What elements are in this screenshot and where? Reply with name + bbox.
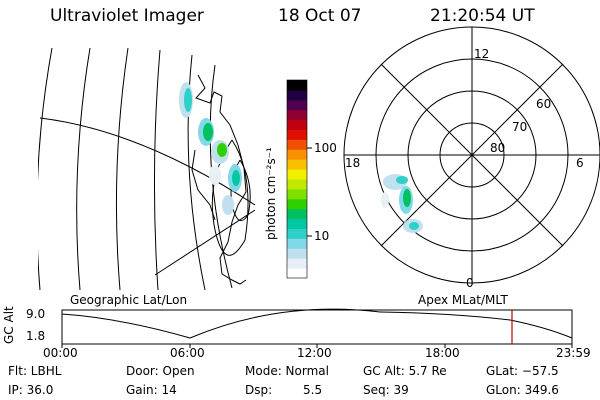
polar-axis-diagonal — [380, 63, 564, 247]
aurora-emission — [179, 82, 242, 215]
map-meridian-line — [38, 47, 53, 290]
seq-status: Seq: 39 — [363, 383, 409, 397]
gain-status: Gain: 14 — [126, 383, 177, 397]
geographic-map — [38, 47, 256, 290]
polar-aurora-emission — [381, 174, 423, 233]
colorbar — [286, 79, 312, 279]
glon-status: GLon: 349.6 — [486, 383, 559, 397]
door-status: Door: Open — [126, 364, 195, 378]
colorbar-unit-label: photon cm⁻²s⁻¹ — [264, 147, 278, 240]
mlt-label-18: 18 — [345, 156, 361, 170]
polar-plot — [343, 26, 600, 284]
colorbar-cell — [287, 238, 307, 249]
colorbar-cell — [287, 129, 307, 140]
dsp-label: Dsp: — [245, 383, 273, 397]
colorbar-cell — [287, 169, 307, 180]
map-parallel-line — [39, 117, 256, 206]
altitude-ylabel: GC Alt — [2, 306, 16, 344]
colorbar-cell — [287, 80, 307, 91]
colorbar-cell — [287, 208, 307, 220]
colorbar-label-10: 10 — [314, 229, 330, 243]
altitude-xtick-2359: 23:59 — [556, 346, 591, 360]
coastline — [191, 149, 216, 221]
observation-date: 18 Oct 07 — [278, 6, 362, 26]
colorbar-cell — [287, 228, 307, 239]
dsp-value: 5.5 — [303, 383, 323, 397]
altitude-curve — [61, 308, 573, 339]
observation-time: 21:20:54 UT — [430, 6, 535, 26]
colorbar-label-100: 100 — [314, 141, 337, 155]
ip-status: IP: 36.0 — [8, 383, 54, 397]
lat-label-80: 80 — [490, 141, 506, 155]
mlt-label-12: 12 — [474, 47, 490, 61]
colorbar-cell — [287, 258, 307, 269]
map-meridian-line — [153, 49, 161, 290]
colorbar-cell — [287, 109, 307, 121]
altitude-xtick-1800: 18:00 — [425, 346, 460, 360]
colorbar-cell — [287, 119, 307, 130]
colorbar-cell — [287, 179, 307, 190]
instrument-title: Ultraviolet Imager — [50, 6, 204, 26]
colorbar-frame — [286, 79, 308, 279]
apex-label: Apex MLat/MLT — [418, 293, 508, 307]
colorbar-cell — [287, 248, 307, 259]
colorbar-cell — [287, 139, 307, 150]
mlt-label-0: 0 — [466, 276, 474, 290]
colorbar-cell — [287, 159, 307, 170]
filter-status: Flt: LBHL — [8, 364, 62, 378]
altitude-xtick-1200: 12:00 — [297, 346, 332, 360]
map-parallel-line — [154, 209, 256, 276]
altitude-plot — [61, 308, 573, 348]
lat-label-60: 60 — [536, 97, 552, 111]
colorbar-cell — [287, 218, 307, 229]
altitude-ytick-9: 9.0 — [26, 307, 46, 321]
glat-status: GLat: −57.5 — [486, 364, 559, 378]
altitude-plot-frame — [61, 309, 573, 345]
lat-label-70: 70 — [512, 120, 528, 134]
mlt-label-6: 6 — [576, 156, 584, 170]
altitude-xtick-0600: 06:00 — [170, 346, 205, 360]
map-meridian-line — [187, 54, 206, 290]
mode-status: Mode: Normal — [245, 364, 329, 378]
colorbar-cell — [287, 149, 307, 160]
gc-alt-status: GC Alt: 5.7 Re — [363, 364, 447, 378]
map-meridian-line — [76, 47, 91, 290]
colorbar-cell — [287, 99, 307, 111]
map-meridian-line — [115, 47, 129, 290]
altitude-ytick-1-8: 1.8 — [26, 329, 46, 343]
coastline — [195, 74, 247, 285]
colorbar-cell — [287, 188, 307, 200]
altitude-xtick-0000: 00:00 — [43, 346, 78, 360]
colorbar-cell — [287, 198, 307, 210]
colorbar-cell — [287, 268, 307, 279]
geographic-label: Geographic Lat/Lon — [70, 293, 188, 307]
colorbar-cell — [287, 89, 307, 101]
